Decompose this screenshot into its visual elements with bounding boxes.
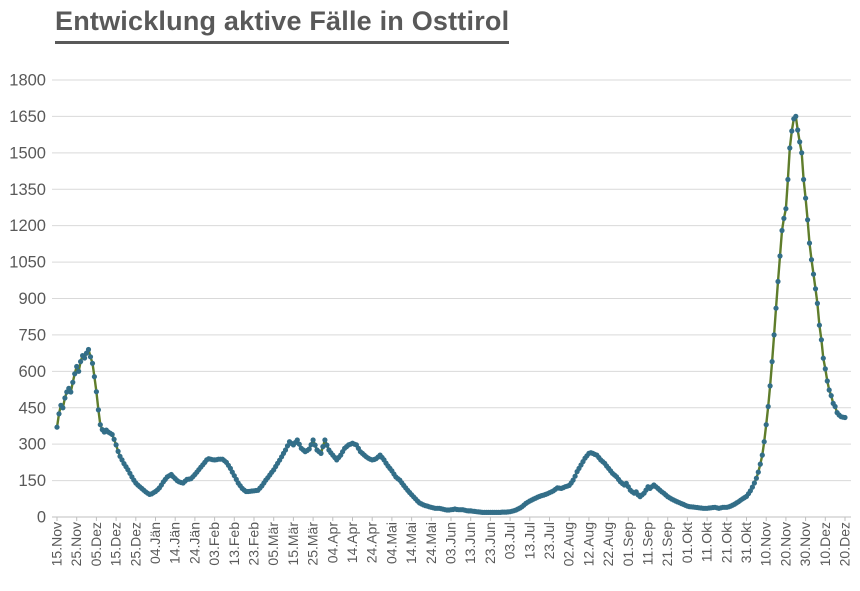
svg-text:11.Sep: 11.Sep	[639, 522, 655, 566]
svg-text:1200: 1200	[9, 217, 46, 235]
svg-text:05.Dez: 05.Dez	[88, 522, 104, 566]
svg-text:15.Nov: 15.Nov	[48, 522, 64, 566]
svg-text:150: 150	[18, 472, 46, 490]
svg-text:15.Dez: 15.Dez	[108, 522, 124, 566]
svg-text:13.Feb: 13.Feb	[226, 522, 242, 566]
svg-text:15.Mär: 15.Mär	[285, 522, 301, 566]
svg-text:300: 300	[18, 436, 46, 454]
svg-text:24.Apr: 24.Apr	[364, 522, 380, 564]
svg-text:14.Mai: 14.Mai	[403, 522, 419, 564]
svg-text:11.Okt: 11.Okt	[699, 522, 715, 562]
svg-text:10.Dez: 10.Dez	[817, 522, 833, 566]
svg-text:04.Jän: 04.Jän	[147, 522, 163, 564]
series-aktive-faelle	[54, 113, 848, 515]
svg-text:450: 450	[18, 399, 46, 417]
svg-text:03.Jul: 03.Jul	[502, 522, 518, 559]
svg-text:900: 900	[18, 290, 46, 308]
svg-text:600: 600	[18, 363, 46, 381]
svg-text:23.Feb: 23.Feb	[245, 522, 261, 566]
y-axis-labels: 0 150 300 450 600 750 900 1050 1200 1350 1500 1650 1…	[9, 72, 46, 527]
svg-text:31.Okt: 31.Okt	[738, 522, 754, 563]
svg-text:12.Aug: 12.Aug	[580, 522, 596, 566]
svg-text:21.Sep: 21.Sep	[659, 522, 675, 567]
svg-text:23.Jul: 23.Jul	[541, 522, 557, 559]
gridlines	[52, 79, 851, 482]
svg-text:05.Mär: 05.Mär	[265, 522, 281, 566]
chart-title: Entwicklung aktive Fälle in Osttirol	[55, 6, 510, 44]
svg-text:25.Nov: 25.Nov	[68, 522, 84, 566]
x-axis-labels: 15.Nov 25.Nov 05.Dez 15.Dez 25.Dez 04.Jän 14.J…	[48, 522, 852, 567]
svg-text:14.Apr: 14.Apr	[344, 522, 360, 564]
x-axis	[52, 516, 851, 521]
svg-text:25.Mär: 25.Mär	[305, 522, 321, 566]
svg-text:20.Dez: 20.Dez	[836, 522, 852, 566]
svg-text:13.Jul: 13.Jul	[521, 522, 537, 559]
svg-text:0: 0	[37, 509, 46, 527]
svg-text:14.Jän: 14.Jän	[167, 522, 183, 564]
svg-text:04.Apr: 04.Apr	[324, 522, 340, 564]
series-markers	[54, 113, 848, 515]
svg-text:21.Okt: 21.Okt	[718, 522, 734, 563]
svg-text:23.Jun: 23.Jun	[482, 522, 498, 564]
svg-text:25.Dez: 25.Dez	[127, 522, 143, 566]
svg-text:20.Nov: 20.Nov	[777, 522, 793, 566]
svg-text:10.Nov: 10.Nov	[758, 522, 774, 566]
svg-text:1500: 1500	[9, 144, 46, 162]
svg-text:1050: 1050	[9, 254, 46, 272]
svg-text:24.Mai: 24.Mai	[423, 522, 439, 564]
svg-text:01.Okt: 01.Okt	[679, 522, 695, 563]
svg-text:13.Jun: 13.Jun	[462, 522, 478, 564]
svg-text:1650: 1650	[9, 108, 46, 126]
svg-text:04.Mai: 04.Mai	[383, 522, 399, 564]
svg-text:750: 750	[18, 326, 46, 344]
svg-text:22.Aug: 22.Aug	[600, 522, 616, 566]
svg-text:1800: 1800	[9, 72, 46, 90]
series-line	[55, 115, 846, 514]
svg-text:03.Feb: 03.Feb	[206, 522, 222, 566]
svg-text:03.Jun: 03.Jun	[442, 522, 458, 564]
svg-text:1350: 1350	[9, 181, 46, 199]
svg-text:30.Nov: 30.Nov	[797, 522, 813, 566]
svg-text:02.Aug: 02.Aug	[561, 522, 577, 566]
svg-text:01.Sep: 01.Sep	[620, 522, 636, 567]
svg-text:24.Jän: 24.Jän	[186, 522, 202, 564]
